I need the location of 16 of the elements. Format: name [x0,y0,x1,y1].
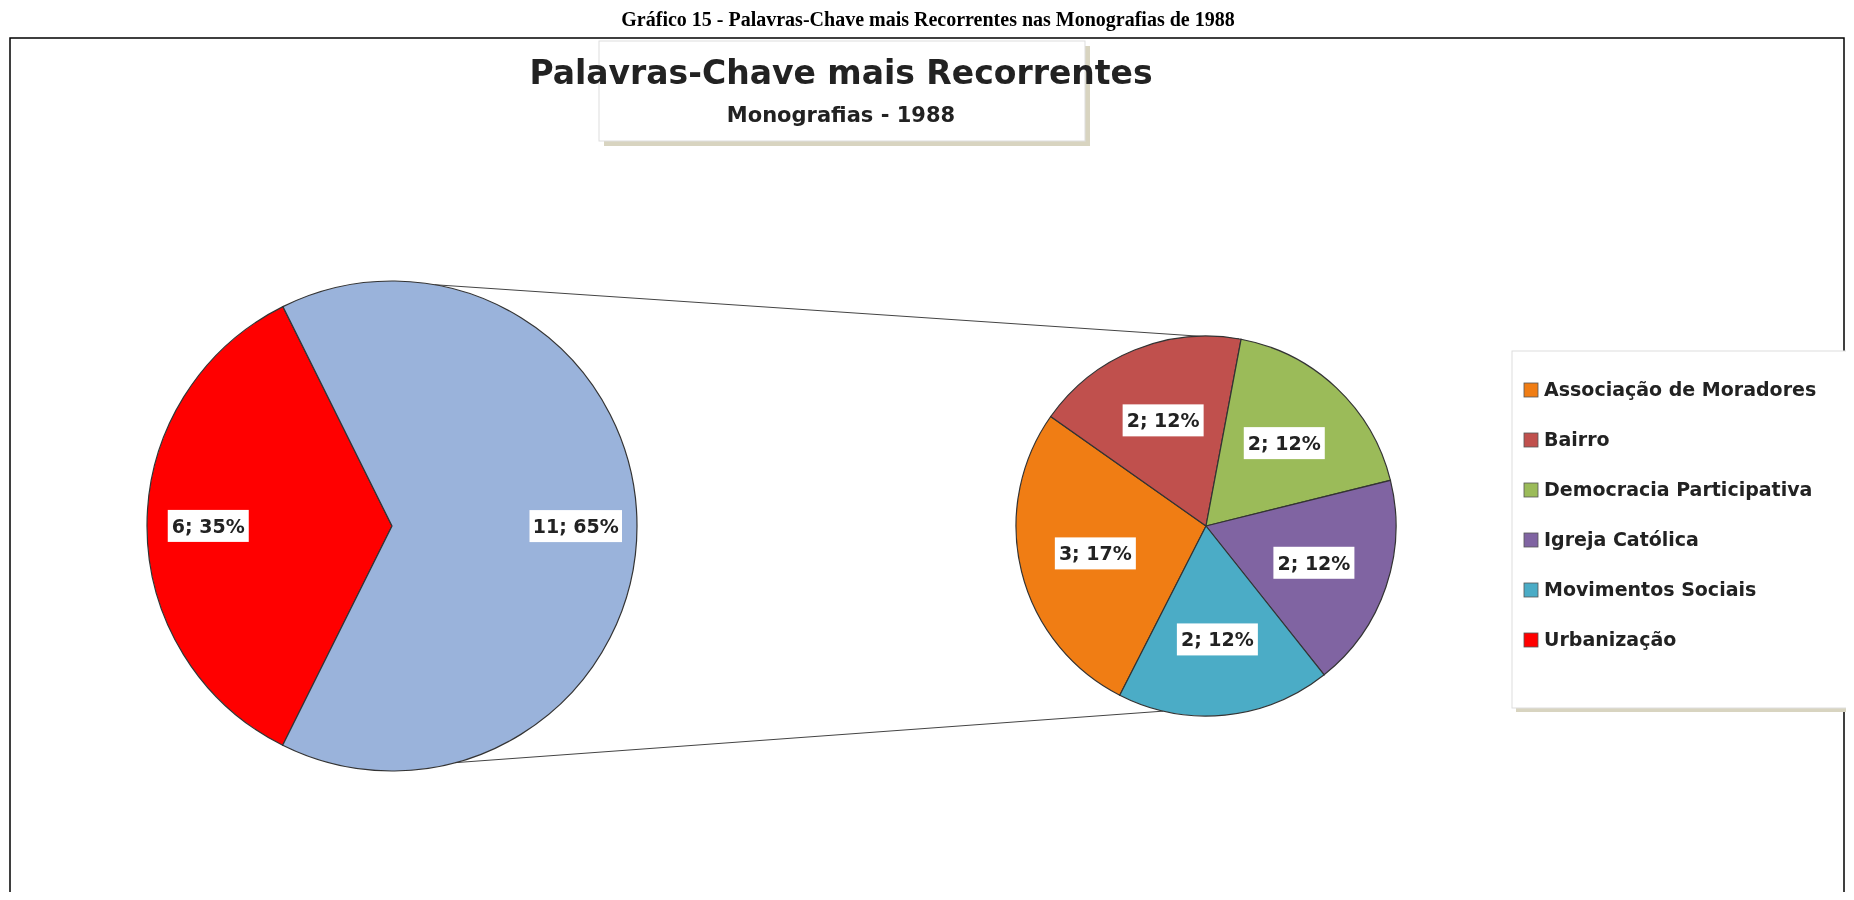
data-label: 3; 17% [1058,542,1132,565]
legend-label: Movimentos Sociais [1544,578,1757,600]
chart-title: Palavras-Chave mais Recorrentes [529,53,1153,92]
legend-label: Igreja Católica [1544,528,1699,550]
legend-label: Bairro [1544,428,1610,450]
legend-label: Urbanização [1544,628,1677,650]
data-label: 2; 12% [1126,409,1200,432]
legend-label: Associação de Moradores [1544,378,1817,400]
chart-subtitle: Monografias - 1988 [726,103,956,127]
text: Gráfico 15 - Palavras-Chave mais Recorrentes nas Monografias de 1988 [621,8,1235,31]
legend-label: Democracia Participativa [1544,478,1813,500]
data-label: 6; 35% [171,514,245,537]
data-label: 2; 12% [1247,432,1321,455]
data-label: 2; 12% [1277,551,1351,574]
data-label: 11; 65% [532,515,619,538]
data-label: 2; 12% [1180,628,1254,651]
